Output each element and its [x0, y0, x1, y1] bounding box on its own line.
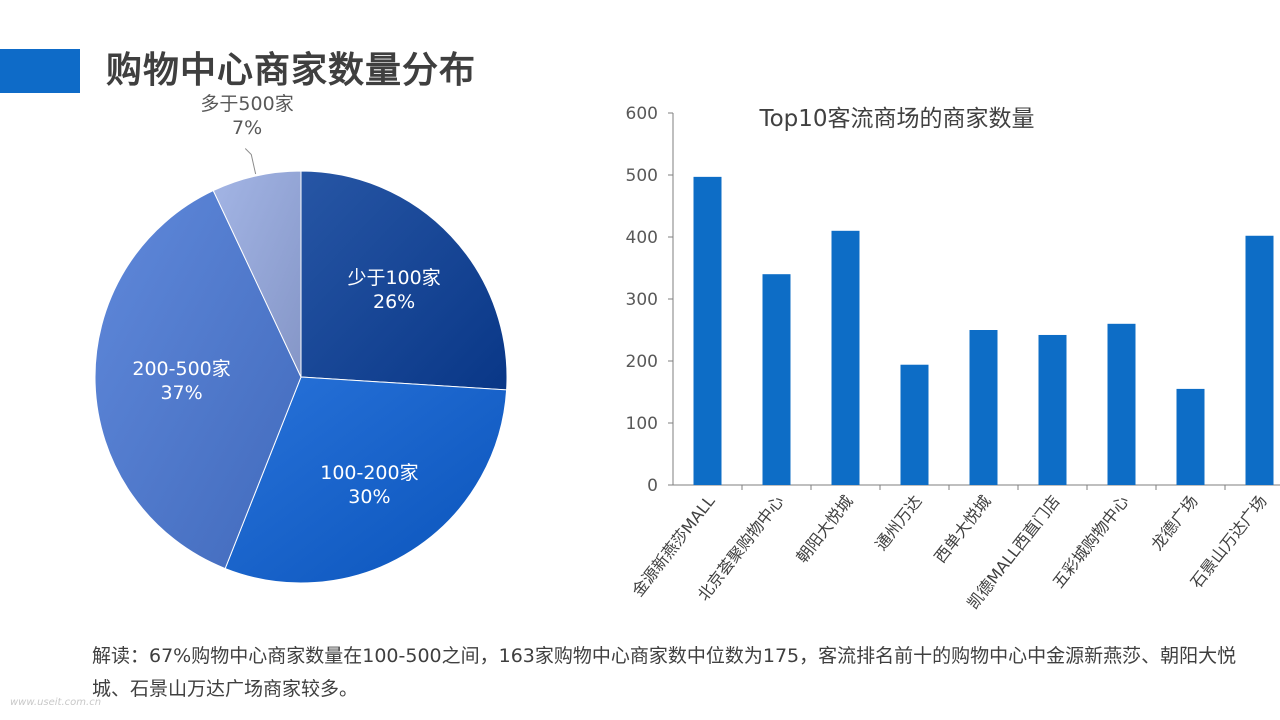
pie-label-percent: 30%	[348, 485, 391, 508]
bar-chart-svg: Top10客流商场的商家数量0100200300400500600金源新燕莎MA…	[626, 104, 1280, 613]
pie-slice-2	[94, 189, 302, 570]
x-category-label: 朝阳大悦城	[792, 492, 856, 567]
pie-leader-line	[244, 148, 257, 175]
y-tick-label: 300	[626, 290, 658, 310]
y-tick-label: 200	[626, 352, 658, 372]
y-tick-label: 100	[626, 414, 658, 434]
pie-label-percent: 26%	[372, 290, 416, 313]
pie-label-3: 多于500家 7%	[200, 92, 293, 140]
y-tick-label: 600	[626, 104, 658, 124]
bar-1	[762, 274, 791, 485]
bar-4	[969, 330, 998, 485]
pie-label-name: 100-200家	[320, 461, 419, 484]
pie-label-2: 200-500家 37%	[132, 357, 230, 405]
bar-6	[1107, 323, 1136, 485]
pie-chart-svg	[94, 148, 508, 584]
pie-label-name: 多于500家	[200, 92, 294, 115]
x-category-label: 龙德广场	[1147, 492, 1201, 554]
bar-3	[900, 364, 929, 485]
pie-label-percent: 7%	[231, 116, 263, 139]
bar-8	[1245, 235, 1274, 485]
bar-7	[1176, 388, 1205, 485]
bar-chart-title: Top10客流商场的商家数量	[758, 106, 1034, 132]
x-category-label: 西单大悦城	[930, 492, 994, 567]
title-accent-bar	[0, 49, 80, 93]
y-tick-label: 0	[647, 476, 658, 496]
pie-slice-1	[224, 376, 508, 584]
caption-text: 解读：67%购物中心商家数量在100-500之间，163家购物中心商家数中位数为…	[92, 645, 1237, 700]
page-title: 购物中心商家数量分布	[106, 50, 477, 91]
y-tick-label: 400	[626, 228, 658, 248]
pie-label-0: 少于100家 26%	[347, 266, 440, 314]
pie-label-name: 200-500家	[132, 357, 231, 380]
x-category-label: 石景山万达广场	[1187, 492, 1271, 592]
pie-slice-3	[212, 170, 302, 378]
pie-label-1: 100-200家 30%	[320, 461, 418, 509]
x-category-label: 五彩城购物中心	[1049, 492, 1133, 592]
pie-label-percent: 37%	[160, 381, 203, 404]
bar-2	[831, 230, 860, 485]
y-tick-label: 500	[626, 166, 658, 186]
x-category-label: 通州万达	[871, 492, 925, 554]
pie-label-name: 少于100家	[347, 266, 441, 289]
bar-5	[1038, 334, 1067, 485]
bar-0	[693, 176, 722, 486]
watermark-text: www.useit.com.cn	[10, 697, 102, 708]
pie-chart: 少于100家 26% 100-200家 30% 200-500家 37% 多于500家 7%	[60, 93, 540, 610]
bar-chart: Top10客流商场的商家数量 0 100 200 300 400 500 600 金源新燕莎MA…	[600, 96, 1280, 636]
pie-slice-0	[300, 170, 508, 391]
